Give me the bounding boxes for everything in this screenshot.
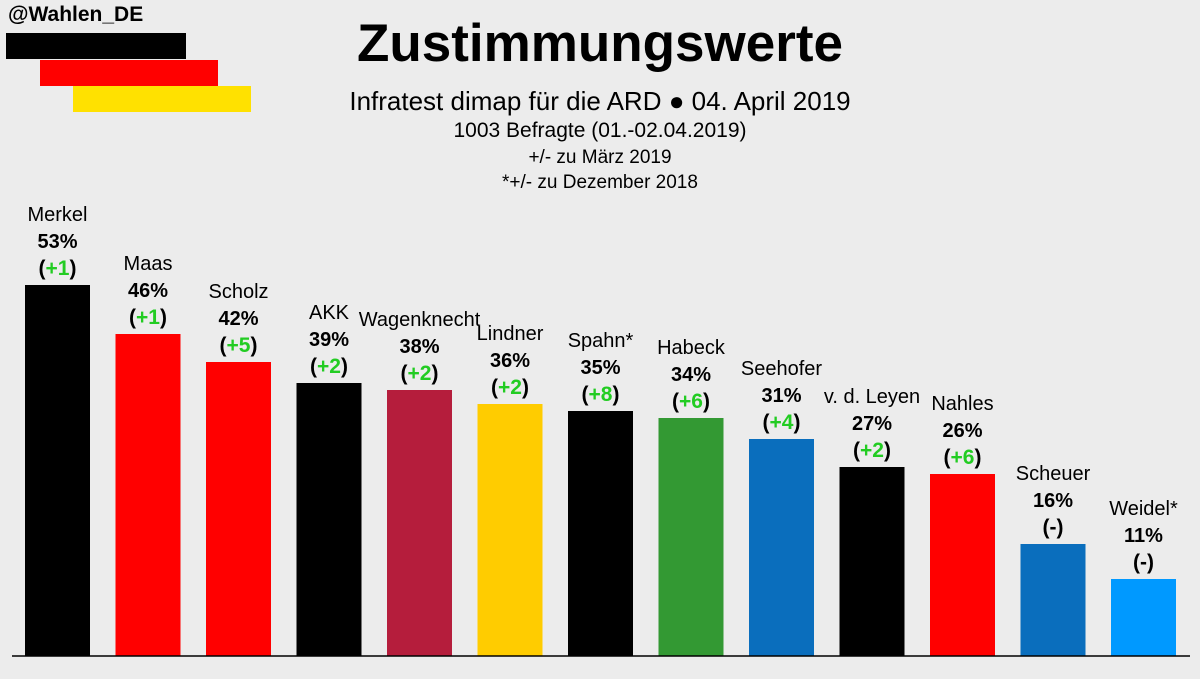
- bar: [658, 418, 724, 656]
- flag-stripe-red: [40, 60, 218, 86]
- bar-name-label: Wagenknecht: [359, 309, 481, 331]
- bar-change-label: (+2): [491, 376, 529, 399]
- bar-value-label: 42%: [218, 308, 258, 330]
- bar-change-label: (+1): [39, 257, 77, 280]
- bar: [206, 362, 271, 656]
- bar-value-label: 31%: [761, 385, 801, 407]
- bar-value-label: 35%: [580, 357, 620, 379]
- bar-name-label: Nahles: [931, 393, 993, 415]
- bar: [296, 383, 362, 656]
- bar-change-label: (+6): [672, 390, 710, 413]
- bar: [1111, 579, 1176, 656]
- bar-name-label: Habeck: [657, 337, 726, 359]
- bar-change-label: (+2): [401, 362, 439, 385]
- change-note-december: *+/- zu Dezember 2018: [502, 172, 698, 193]
- bar: [115, 334, 181, 656]
- bar-value-label: 26%: [942, 420, 982, 442]
- chart-title: Zustimmungswerte: [357, 14, 843, 73]
- bar-name-label: Merkel: [27, 204, 87, 226]
- bar: [387, 390, 452, 656]
- bar-value-label: 38%: [399, 336, 439, 358]
- bar-name-label: AKK: [309, 302, 350, 324]
- bar-name-label: Spahn*: [568, 330, 634, 352]
- bar-change-label: (+6): [944, 446, 982, 469]
- bar-change-label: (+2): [310, 355, 348, 378]
- account-handle: @Wahlen_DE: [8, 3, 144, 26]
- bar-value-label: 27%: [852, 413, 892, 435]
- bar-change-label: (-): [1043, 516, 1064, 539]
- bar: [839, 467, 905, 656]
- bar-change-label: (-): [1133, 551, 1154, 574]
- bar-change-label: (+8): [582, 383, 620, 406]
- bar-name-label: v. d. Leyen: [824, 386, 920, 408]
- flag-stripe-black: [6, 33, 186, 59]
- bar-name-label: Lindner: [477, 323, 544, 345]
- bar-name-label: Weidel*: [1109, 498, 1178, 520]
- bar-name-label: Maas: [124, 253, 173, 275]
- bar: [930, 474, 995, 656]
- bar: [477, 404, 543, 656]
- bar-name-label: Seehofer: [741, 358, 823, 380]
- bar-value-label: 53%: [37, 231, 77, 253]
- bar: [749, 439, 814, 656]
- flag-stripe-gold: [73, 86, 251, 112]
- bar: [25, 285, 90, 656]
- bar-name-label: Scheuer: [1016, 463, 1091, 485]
- bar-name-label: Scholz: [208, 281, 268, 303]
- bar-value-label: 16%: [1033, 490, 1073, 512]
- bar: [568, 411, 633, 656]
- change-note-march: +/- zu März 2019: [528, 147, 672, 168]
- bar-value-label: 46%: [128, 280, 168, 302]
- bar-value-label: 39%: [309, 329, 349, 351]
- bar-change-label: (+4): [763, 411, 801, 434]
- bar-change-label: (+2): [853, 439, 891, 462]
- bar-value-label: 34%: [671, 364, 711, 386]
- bar-change-label: (+1): [129, 306, 167, 329]
- bar-change-label: (+5): [220, 334, 258, 357]
- bar: [1020, 544, 1086, 656]
- chart-subtitle: Infratest dimap für die ARD ● 04. April …: [349, 86, 851, 116]
- sample-info: 1003 Befragte (01.-02.04.2019): [453, 119, 747, 142]
- bar-value-label: 36%: [490, 350, 530, 372]
- bar-value-label: 11%: [1124, 525, 1163, 547]
